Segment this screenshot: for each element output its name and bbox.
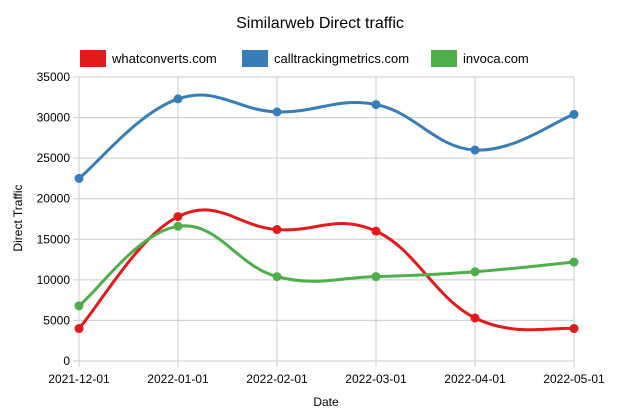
- data-point-whatconverts-com: [74, 324, 84, 334]
- legend-swatch: [242, 50, 268, 67]
- data-point-invoca-com: [74, 301, 84, 311]
- data-point-calltrackingmetrics-com: [371, 100, 381, 110]
- legend-label: invoca.com: [463, 51, 529, 66]
- x-tick-label: 2022-03-01: [345, 372, 407, 386]
- y-tick-label: 5000: [43, 313, 70, 327]
- data-point-whatconverts-com: [470, 313, 480, 323]
- data-point-calltrackingmetrics-com: [569, 109, 579, 119]
- x-axis-label: Date: [313, 395, 339, 409]
- y-tick-label: 30000: [37, 111, 71, 125]
- legend-item-calltrackingmetrics-com: calltrackingmetrics.com: [242, 50, 409, 67]
- data-point-invoca-com: [272, 272, 282, 282]
- axes: 0 5000 10000 15000 20000 25000 30000 35000 2021-…: [37, 70, 605, 386]
- data-point-invoca-com: [569, 257, 579, 267]
- chart-title: Similarweb Direct traffic: [236, 15, 404, 32]
- x-tick-label: 2022-02-01: [246, 372, 308, 386]
- x-tick-label: 2022-04-01: [444, 372, 506, 386]
- series-whatconverts-com: [74, 208, 579, 334]
- legend: whatconverts.com calltrackingmetrics.com i…: [80, 50, 529, 67]
- data-point-calltrackingmetrics-com: [173, 94, 183, 104]
- legend-swatch: [431, 50, 457, 67]
- data-point-calltrackingmetrics-com: [74, 173, 84, 183]
- data-point-invoca-com: [371, 272, 381, 282]
- legend-swatch: [80, 50, 106, 67]
- y-tick-label: 25000: [37, 151, 71, 165]
- series-line-calltrackingmetrics-com: [78, 93, 575, 180]
- y-tick-label: 15000: [37, 232, 71, 246]
- data-point-calltrackingmetrics-com: [272, 107, 282, 117]
- data-point-invoca-com: [173, 221, 183, 231]
- data-point-whatconverts-com: [272, 225, 282, 235]
- data-point-whatconverts-com: [173, 212, 183, 222]
- legend-item-invoca-com: invoca.com: [431, 50, 529, 67]
- legend-label: calltrackingmetrics.com: [274, 51, 409, 66]
- series-layer: [74, 93, 579, 334]
- legend-item-whatconverts-com: whatconverts.com: [80, 50, 217, 67]
- data-point-whatconverts-com: [371, 226, 381, 236]
- data-point-calltrackingmetrics-com: [470, 145, 480, 155]
- x-tick-label: 2021-12-01: [48, 372, 110, 386]
- x-tick-label: 2022-01-01: [147, 372, 209, 386]
- legend-label: whatconverts.com: [111, 51, 217, 66]
- series-line-invoca-com: [78, 224, 575, 307]
- series-invoca-com: [74, 221, 579, 311]
- y-tick-label: 10000: [37, 273, 71, 287]
- y-tick-label: 35000: [37, 70, 71, 84]
- y-tick-label: 20000: [37, 192, 71, 206]
- y-tick-label: 0: [63, 354, 70, 368]
- y-axis-label: Direct Traffic: [11, 184, 25, 251]
- x-tick-label: 2022-05-01: [543, 372, 605, 386]
- data-point-invoca-com: [470, 267, 480, 277]
- data-point-whatconverts-com: [569, 324, 579, 334]
- series-calltrackingmetrics-com: [74, 93, 579, 183]
- grid: [73, 76, 575, 367]
